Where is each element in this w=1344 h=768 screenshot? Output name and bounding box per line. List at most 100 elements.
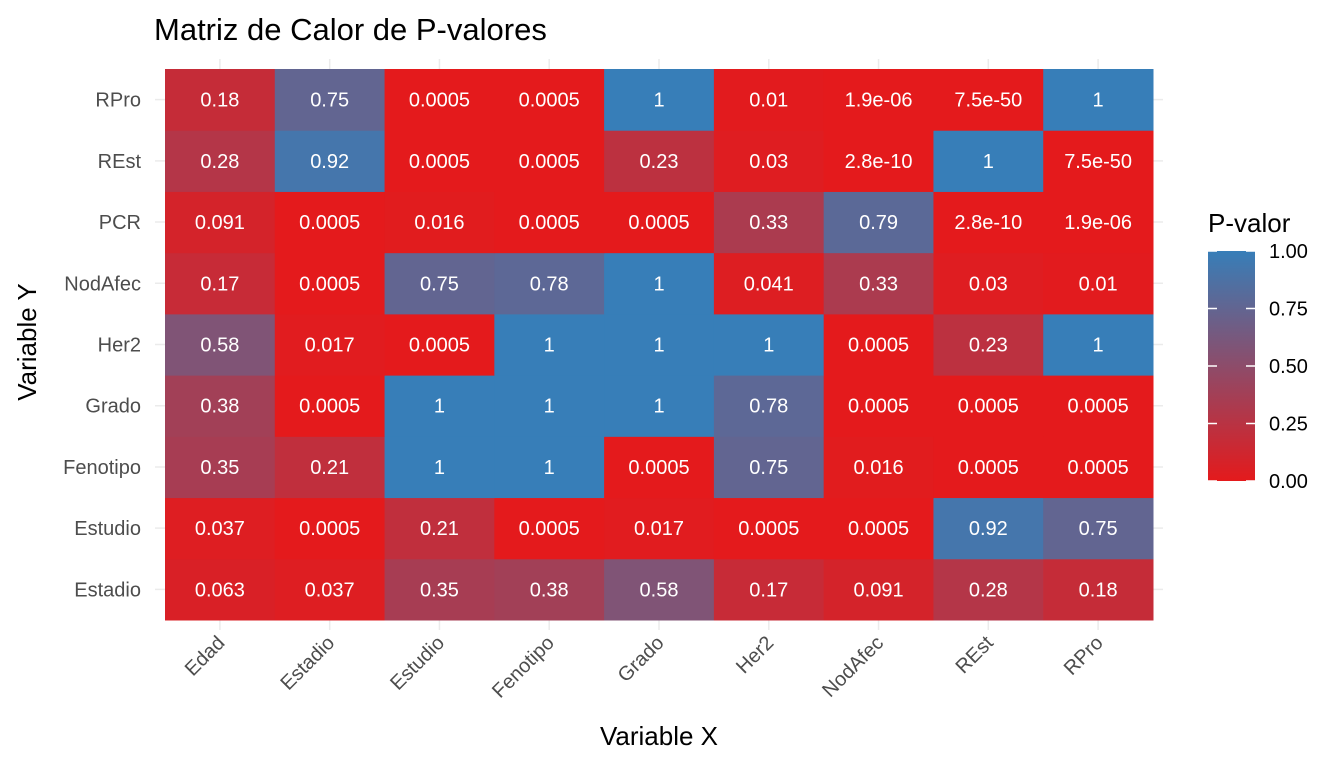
- heatmap-cell: [494, 69, 605, 131]
- heatmap-cell: [604, 130, 715, 192]
- heatmap-cell: [604, 191, 715, 254]
- y-tick-label: Grado: [85, 396, 141, 418]
- heatmap-cell: [165, 252, 276, 315]
- cell-value-label: 0.17: [200, 273, 239, 295]
- heatmap-cell: [494, 252, 605, 315]
- cell-value-label: 0.35: [420, 579, 459, 601]
- heatmap-cell: [1043, 130, 1154, 192]
- heatmap-cell: [494, 191, 605, 254]
- y-tick-label: NodAfec: [64, 273, 141, 295]
- cell-value-label: 0.0005: [299, 396, 360, 418]
- cell-value-label: 0.58: [200, 335, 239, 357]
- heatmap-cell: [1043, 313, 1154, 376]
- x-tick-label: NodAfec: [818, 632, 888, 702]
- cell-value-label: 0.017: [305, 335, 355, 357]
- heatmap-cell: [604, 497, 715, 560]
- cell-value-label: 0.0005: [409, 151, 470, 173]
- heatmap-cell: [713, 252, 825, 315]
- heatmap-cell: [274, 69, 386, 131]
- heatmap-cell: [1043, 558, 1154, 621]
- heatmap-cell: [933, 375, 1044, 437]
- x-tick-label: Estudio: [386, 632, 449, 695]
- heatmap-cell: [274, 252, 386, 315]
- heatmap-cell: [713, 69, 825, 131]
- cell-value-label: 0.38: [200, 396, 239, 418]
- heatmap-cell: [933, 313, 1044, 376]
- cell-value-label: 1.9e-06: [1064, 212, 1132, 234]
- cell-value-label: 0.01: [1079, 273, 1118, 295]
- cell-value-label: 1: [653, 335, 664, 357]
- cell-value-label: 0.18: [1079, 579, 1118, 601]
- heatmap-cell: [604, 69, 715, 131]
- heatmap-cell: [713, 558, 825, 621]
- heatmap-cell: [713, 191, 825, 254]
- x-tick-label: REst: [952, 632, 999, 679]
- cell-value-label: 0.28: [200, 151, 239, 173]
- heatmap-cell: [274, 191, 386, 254]
- cell-value-label: 0.0005: [738, 518, 799, 540]
- heatmap-cell: [604, 252, 715, 315]
- cell-value-label: 0.21: [420, 518, 459, 540]
- heatmap-cell: [1043, 252, 1154, 315]
- cell-value-label: 0.016: [854, 457, 904, 479]
- heatmap-cell: [165, 497, 276, 560]
- cell-value-label: 0.33: [749, 212, 788, 234]
- cell-value-label: 0.92: [969, 518, 1008, 540]
- cell-value-label: 0.0005: [299, 273, 360, 295]
- x-tick-label: RPro: [1060, 632, 1108, 680]
- heatmap-cell: [274, 130, 386, 192]
- cell-value-label: 0.0005: [409, 335, 470, 357]
- heatmap-cell: [933, 191, 1044, 254]
- heatmap-cell: [823, 375, 934, 437]
- cell-value-label: 1: [763, 335, 774, 357]
- y-axis-tick-labels: Estadio Estudio Fenotipo Grado Her2 NodAfec PC…: [63, 90, 141, 602]
- y-tick-label: Estudio: [74, 518, 141, 540]
- cell-value-label: 0.017: [634, 518, 684, 540]
- cell-value-label: 0.33: [859, 273, 898, 295]
- cell-value-label: 0.23: [969, 335, 1008, 357]
- cell-value-label: 0.17: [749, 579, 788, 601]
- y-tick-label: Her2: [98, 335, 141, 357]
- heatmap-cell: [823, 497, 934, 560]
- x-tick-label: Grado: [614, 632, 669, 687]
- heatmap-cell: [494, 558, 605, 621]
- cell-value-label: 0.0005: [848, 396, 909, 418]
- heatmap-cell: [274, 558, 386, 621]
- cell-value-label: 0.23: [640, 151, 679, 173]
- cell-value-label: 0.01: [749, 90, 788, 112]
- heatmap-cell: [713, 497, 825, 560]
- cell-value-label: 0.78: [530, 273, 569, 295]
- cell-value-labels: 0.063 0.037 0.35 0.38 0.58 0.17 0.091 0.28 0.18 0…: [195, 90, 1132, 602]
- heatmap-cell: [494, 313, 605, 376]
- legend-tick-label: 0.75: [1269, 299, 1308, 321]
- y-tick-label: RPro: [95, 90, 141, 112]
- legend-title: P-valor: [1208, 208, 1291, 238]
- cell-value-label: 0.0005: [628, 457, 689, 479]
- y-tick-label: Estadio: [74, 579, 141, 601]
- cell-value-label: 1: [983, 151, 994, 173]
- heatmap-cell: [1043, 191, 1154, 254]
- cell-value-label: 7.5e-50: [954, 90, 1022, 112]
- heatmap-cell: [1043, 375, 1154, 437]
- heatmap-cell: [384, 497, 495, 560]
- x-tick-label: Fenotipo: [488, 632, 559, 703]
- cell-value-label: 0.0005: [519, 212, 580, 234]
- heatmap-cell: [933, 558, 1044, 621]
- cell-value-label: 7.5e-50: [1064, 151, 1132, 173]
- heatmap-cell: [165, 313, 276, 376]
- cell-value-label: 0.92: [310, 151, 349, 173]
- cell-value-label: 2.8e-10: [954, 212, 1022, 234]
- heatmap-cell: [933, 130, 1044, 192]
- legend-tick-label: 0.00: [1269, 471, 1308, 493]
- cell-value-label: 0.091: [854, 579, 904, 601]
- legend-tick-label: 1.00: [1269, 241, 1308, 263]
- cell-value-label: 0.75: [1079, 518, 1118, 540]
- cell-value-label: 0.0005: [958, 396, 1019, 418]
- heatmap-cell: [1043, 69, 1154, 131]
- heatmap-cell: [1043, 497, 1154, 560]
- cell-value-label: 0.063: [195, 579, 245, 601]
- cell-value-label: 1: [434, 396, 445, 418]
- x-axis-title: Variable X: [600, 721, 718, 751]
- heatmap-cell: [823, 130, 934, 192]
- heatmap-cell: [1043, 436, 1154, 499]
